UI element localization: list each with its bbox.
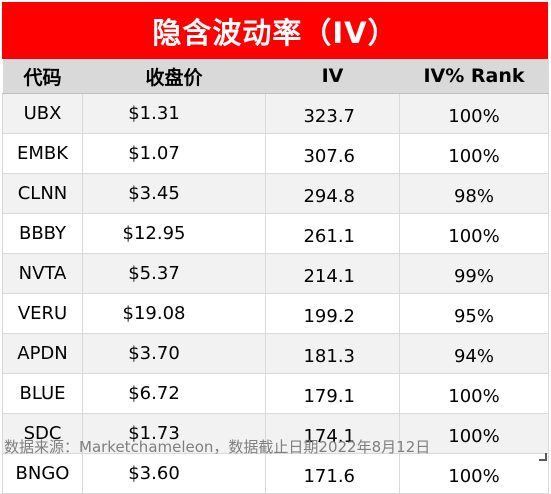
cell-close: $19.08: [82, 293, 266, 334]
table-row: VERU $19.08 199.2 95%: [2, 293, 549, 334]
cell-ticker: BBBY: [2, 213, 83, 254]
cell-iv: 179.1: [265, 373, 400, 414]
cell-close: $5.37: [82, 253, 266, 294]
cell-iv: 214.1: [265, 253, 400, 294]
cell-iv: 181.3: [265, 333, 400, 374]
cell-close: $3.60: [82, 453, 266, 494]
resize-corner-mark: [539, 453, 547, 461]
cell-rank: 100%: [399, 453, 549, 494]
cell-rank: 100%: [399, 373, 549, 414]
table-row: BLUE $6.72 179.1 100%: [2, 373, 549, 414]
cell-close: $1.31: [82, 93, 266, 134]
cell-rank: 100%: [399, 133, 549, 174]
cell-iv: 261.1: [265, 213, 400, 254]
cell-rank: 95%: [399, 293, 549, 334]
cell-close: $3.70: [82, 333, 266, 374]
cell-iv: 323.7: [265, 93, 400, 134]
table-row: APDN $3.70 181.3 94%: [2, 333, 549, 374]
cell-ticker: APDN: [2, 333, 83, 374]
table-row: BNGO $3.60 171.6 100%: [2, 453, 549, 494]
cell-close: $3.45: [82, 173, 266, 214]
cell-ticker: BLUE: [2, 373, 83, 414]
cell-rank: 98%: [399, 173, 549, 214]
header-rank: IV% Rank: [399, 59, 549, 94]
cell-close: $1.07: [82, 133, 266, 174]
cell-ticker: UBX: [2, 93, 83, 134]
header-row: 代码 收盘价 IV IV% Rank: [2, 59, 549, 94]
cell-iv: 307.6: [265, 133, 400, 174]
header-ticker: 代码: [2, 59, 83, 94]
cell-ticker: NVTA: [2, 253, 83, 294]
cell-rank: 100%: [399, 213, 549, 254]
source-note: 数据来源：Marketchameleon，数据截止日期2022年8月12日: [4, 438, 431, 456]
cell-ticker: BNGO: [2, 453, 83, 494]
cell-rank: 99%: [399, 253, 549, 294]
table-row: UBX $1.31 323.7 100%: [2, 93, 549, 134]
cell-rank: 100%: [399, 413, 549, 454]
cell-rank: 100%: [399, 93, 549, 134]
table-row: CLNN $3.45 294.8 98%: [2, 173, 549, 214]
cell-ticker: EMBK: [2, 133, 83, 174]
cell-ticker: CLNN: [2, 173, 83, 214]
cell-ticker: VERU: [2, 293, 83, 334]
cell-iv: 199.2: [265, 293, 400, 334]
cell-close: $6.72: [82, 373, 266, 414]
cell-close: $12.95: [82, 213, 266, 254]
table-row: NVTA $5.37 214.1 99%: [2, 253, 549, 294]
table-row: EMBK $1.07 307.6 100%: [2, 133, 549, 174]
iv-table: 代码 收盘价 IV IV% Rank UBX $1.31 323.7 100% EMBK…: [2, 59, 549, 494]
table-body: UBX $1.31 323.7 100% EMBK $1.07 307.6 100% CLNN $…: [2, 93, 549, 494]
cell-close: $1.73: [82, 413, 266, 454]
cell-rank: 94%: [399, 333, 549, 374]
cell-iv: 294.8: [265, 173, 400, 214]
header-iv: IV: [265, 59, 400, 94]
table-row: BBBY $12.95 261.1 100%: [2, 213, 549, 254]
cell-iv: 171.6: [265, 453, 400, 494]
cell-ticker: SDC: [2, 413, 83, 454]
table-row: SDC $1.73 174.1 100%: [2, 413, 549, 454]
table-title: 隐含波动率（IV）: [2, 2, 548, 59]
header-close: 收盘价: [82, 59, 266, 94]
cell-iv: 174.1: [265, 413, 400, 454]
